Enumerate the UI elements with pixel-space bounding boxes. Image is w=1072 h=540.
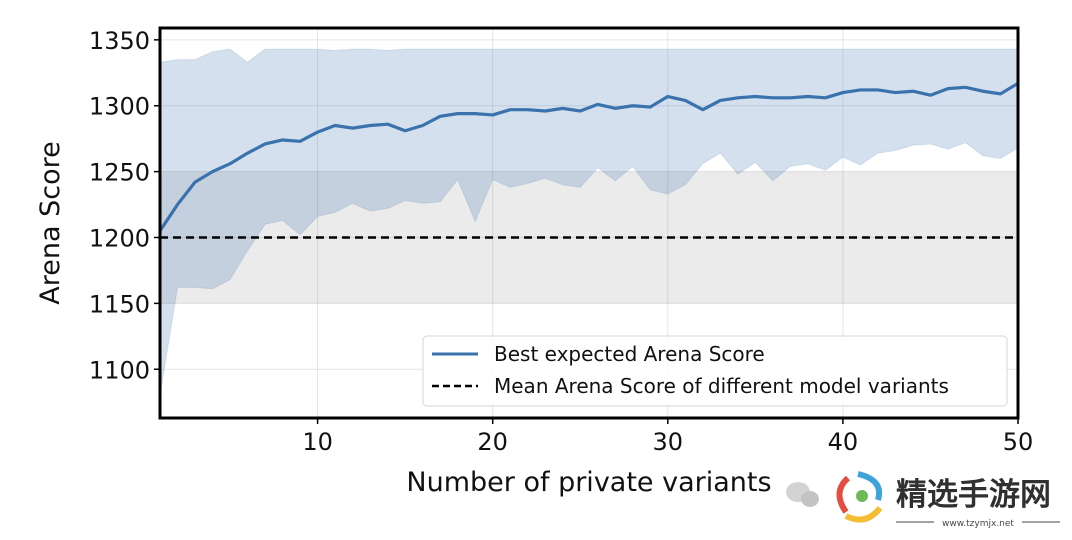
y-axis-label: Arena Score <box>35 141 66 304</box>
y-tick-label: 1350 <box>89 27 150 55</box>
x-tick-label: 10 <box>302 428 333 456</box>
x-tick-label: 40 <box>828 428 859 456</box>
x-tick-label: 20 <box>477 428 508 456</box>
x-tick-label: 30 <box>653 428 684 456</box>
y-tick-label: 1300 <box>89 93 150 121</box>
watermark-url: www.tzymjx.net <box>942 519 1014 529</box>
legend: Best expected Arena Score Mean Arena Sco… <box>423 336 1007 406</box>
y-tick-label: 1150 <box>89 290 150 318</box>
wechat-icon-small <box>801 491 819 507</box>
legend-label-mean: Mean Arena Score of different model vari… <box>494 374 949 398</box>
x-tick-label: 50 <box>1003 428 1034 456</box>
y-tick-label: 1200 <box>89 224 150 252</box>
watermark: 精选手游网 www.tzymjx.net <box>786 474 1060 529</box>
watermark-site-name: 精选手游网 <box>896 477 1051 513</box>
y-tick-label: 1250 <box>89 159 150 187</box>
legend-label-best: Best expected Arena Score <box>494 342 765 366</box>
site-logo-icon <box>839 474 880 520</box>
y-tick-label: 1100 <box>89 356 150 384</box>
x-axis-label: Number of private variants <box>406 467 771 498</box>
